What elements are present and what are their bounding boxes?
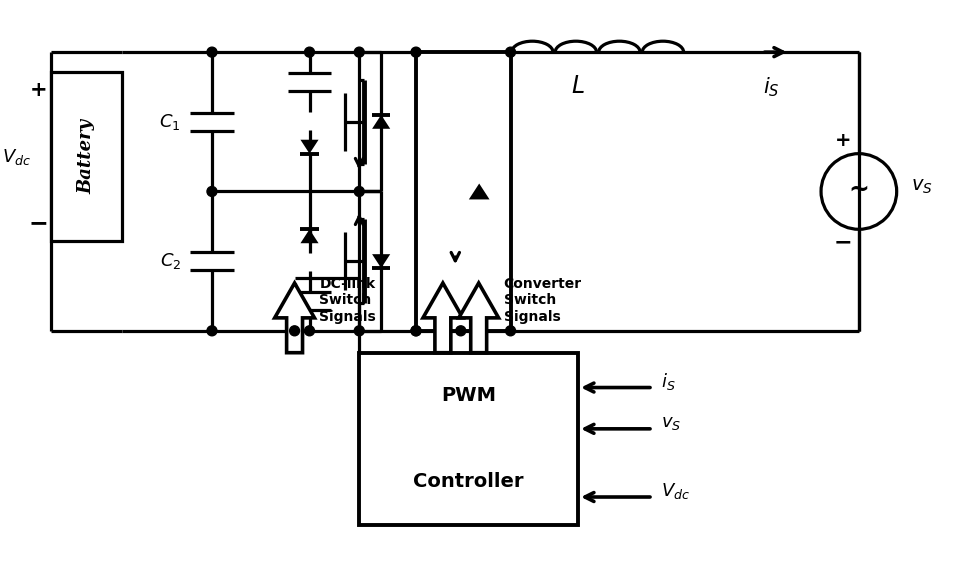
Circle shape bbox=[410, 326, 421, 336]
Text: $i_S$: $i_S$ bbox=[763, 75, 779, 99]
Circle shape bbox=[505, 47, 515, 57]
Text: $C_1$: $C_1$ bbox=[160, 112, 181, 132]
Text: $v_S$: $v_S$ bbox=[910, 177, 931, 196]
Text: Controller: Controller bbox=[413, 472, 524, 492]
Circle shape bbox=[207, 47, 217, 57]
Circle shape bbox=[505, 326, 515, 336]
Text: Converter
Switch
Signals: Converter Switch Signals bbox=[503, 277, 581, 324]
Text: $i_S$: $i_S$ bbox=[660, 371, 675, 392]
Text: −: − bbox=[833, 232, 851, 252]
Circle shape bbox=[354, 187, 364, 196]
Polygon shape bbox=[275, 283, 314, 353]
Circle shape bbox=[354, 326, 364, 336]
Text: PWM: PWM bbox=[441, 386, 496, 405]
Circle shape bbox=[289, 326, 299, 336]
Text: $V_{dc}$: $V_{dc}$ bbox=[2, 146, 32, 167]
Polygon shape bbox=[458, 283, 498, 353]
Circle shape bbox=[207, 187, 217, 196]
Polygon shape bbox=[300, 139, 318, 153]
Circle shape bbox=[305, 326, 314, 336]
Circle shape bbox=[410, 47, 421, 57]
Circle shape bbox=[305, 47, 314, 57]
Text: +: + bbox=[834, 131, 850, 150]
Text: ~: ~ bbox=[848, 177, 869, 202]
Text: +: + bbox=[30, 80, 47, 100]
Polygon shape bbox=[372, 115, 390, 129]
Circle shape bbox=[456, 326, 465, 336]
Text: −: − bbox=[29, 211, 49, 235]
Text: DC-link
Switch
Signals: DC-link Switch Signals bbox=[319, 277, 376, 324]
Circle shape bbox=[354, 47, 364, 57]
Circle shape bbox=[410, 326, 421, 336]
Text: $V_{dc}$: $V_{dc}$ bbox=[660, 481, 689, 501]
Polygon shape bbox=[423, 283, 462, 353]
Polygon shape bbox=[468, 184, 489, 199]
Text: $v_S$: $v_S$ bbox=[660, 414, 680, 432]
Text: $C_2$: $C_2$ bbox=[160, 251, 181, 271]
Bar bbox=[51, 72, 122, 241]
Circle shape bbox=[207, 326, 217, 336]
Polygon shape bbox=[372, 254, 390, 268]
Bar bbox=[358, 353, 578, 525]
Text: $L$: $L$ bbox=[570, 76, 584, 98]
Polygon shape bbox=[300, 229, 318, 243]
Text: Battery: Battery bbox=[78, 119, 95, 194]
Bar bbox=[415, 52, 510, 331]
